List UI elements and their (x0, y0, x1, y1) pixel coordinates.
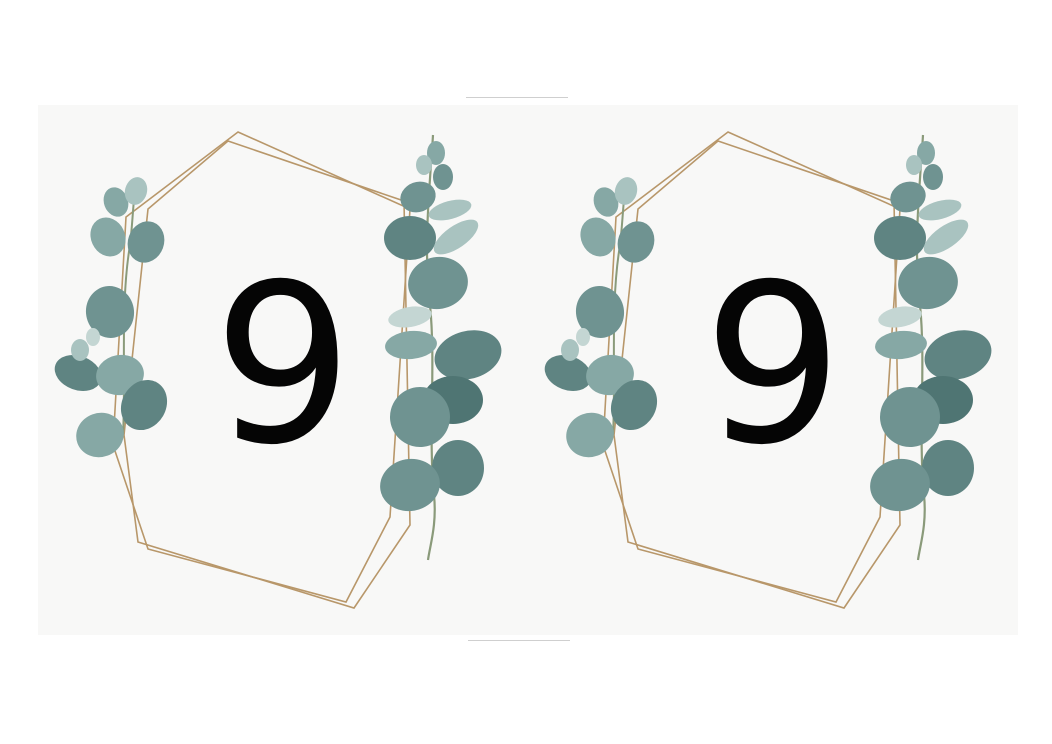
table-number: 9 (703, 237, 843, 493)
table-number-card-1: 9 (38, 105, 528, 635)
card-art (544, 131, 992, 609)
table-number-card-2: 9 (528, 105, 1018, 635)
eucalyptus-right-icon (870, 134, 992, 561)
cut-mark-top (466, 97, 568, 98)
eucalyptus-right-icon (380, 134, 502, 561)
cut-mark-bottom (468, 640, 570, 641)
card-art (54, 131, 502, 609)
eucalyptus-left-icon (544, 177, 658, 458)
table-number: 9 (213, 237, 353, 493)
eucalyptus-left-icon (54, 177, 168, 458)
